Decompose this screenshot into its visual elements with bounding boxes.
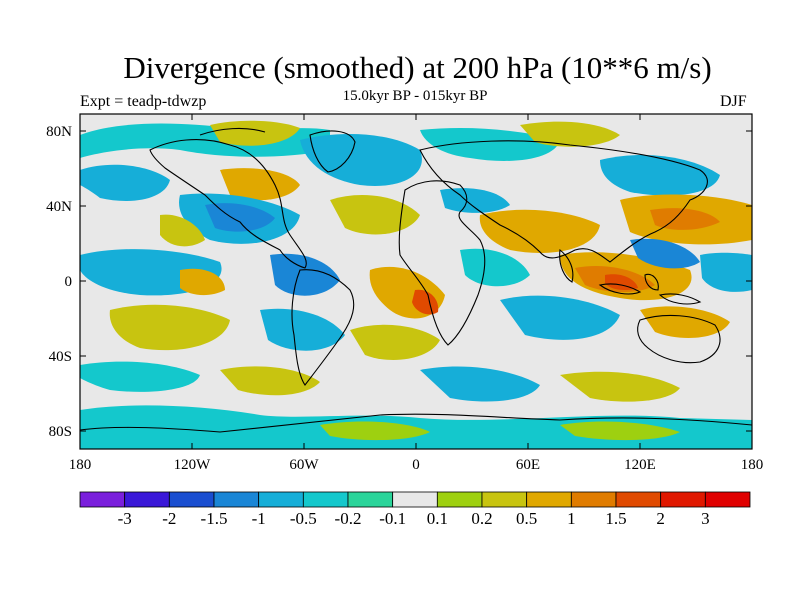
lon-label-120w: 120W <box>174 457 212 473</box>
contour-region <box>300 134 422 186</box>
colorbar-swatch <box>168 491 215 508</box>
colorbar-label: 2 <box>656 509 665 528</box>
contour-region <box>460 248 530 287</box>
contour-region <box>270 253 340 296</box>
colorbar <box>79 491 751 508</box>
contour-region <box>220 168 300 201</box>
axis-ticks <box>79 114 753 449</box>
contour-region <box>260 308 345 351</box>
divergence-field <box>80 114 752 449</box>
contour-region <box>160 214 205 247</box>
colorbar-label: 0.2 <box>471 509 492 528</box>
colorbar-swatch <box>302 491 349 508</box>
contour-region <box>605 274 638 291</box>
contour-region <box>500 295 620 340</box>
colorbar-label: -0.1 <box>379 509 406 528</box>
colorbar-label: 1 <box>567 509 576 528</box>
colorbar-swatch <box>526 491 572 508</box>
map-title: Divergence (smoothed) at 200 hPa (10**6 … <box>123 50 712 85</box>
lon-label-180e: 180 <box>741 457 764 473</box>
contour-region <box>700 252 752 292</box>
colorbar-swatch <box>213 491 260 508</box>
colorbar-swatch <box>660 491 706 508</box>
colorbar-labels: -3 -2 -1.5 -1 -0.5 -0.2 -0.1 0.1 0.2 0.5 1 1.5 2 3 <box>118 509 710 528</box>
colorbar-label: -1 <box>252 509 266 528</box>
colorbar-swatch <box>124 491 170 508</box>
contour-region <box>109 304 230 351</box>
contour-region <box>420 366 540 402</box>
contour-region <box>520 121 620 147</box>
contour-region <box>220 366 320 396</box>
colorbar-swatch <box>615 491 662 508</box>
contour-region <box>320 421 430 441</box>
lat-label-eq: 0 <box>65 274 73 290</box>
latitude-labels: 80N 40N 0 40S 80S <box>46 124 72 440</box>
lon-label-60e: 60E <box>516 457 540 473</box>
coastlines <box>80 127 752 433</box>
colorbar-swatch <box>79 491 126 508</box>
colorbar-swatch <box>392 491 438 508</box>
contour-region <box>640 306 730 338</box>
experiment-label: Expt = teadp-tdwzp <box>80 93 207 110</box>
contour-region <box>330 195 420 235</box>
contour-region <box>420 128 560 161</box>
colorbar-label: -0.5 <box>290 509 317 528</box>
colorbar-label: -3 <box>118 509 132 528</box>
lat-label-80s: 80S <box>49 424 72 440</box>
colorbar-swatch <box>704 491 751 508</box>
colorbar-label: -0.2 <box>335 509 362 528</box>
contour-region <box>80 361 200 392</box>
colorbar-label: -2 <box>162 509 176 528</box>
contour-region <box>600 155 720 196</box>
contour-region <box>560 371 680 402</box>
colorbar-swatch <box>436 491 483 508</box>
contour-region <box>205 203 275 232</box>
contour-region <box>210 120 300 146</box>
longitude-labels: 180 120W 60W 0 60E 120E 180 <box>69 457 764 473</box>
lat-label-40n: 40N <box>46 199 72 215</box>
colorbar-swatch <box>481 491 528 508</box>
contour-region <box>80 164 170 201</box>
contour-region <box>350 324 440 360</box>
lat-label-80n: 80N <box>46 124 72 140</box>
contour-region <box>479 209 600 253</box>
contour-region <box>560 421 680 441</box>
contour-region <box>180 268 225 296</box>
contour-region <box>412 289 439 315</box>
colorbar-label: 0.5 <box>516 509 537 528</box>
colorbar-label: 0.1 <box>427 509 448 528</box>
contour-region <box>630 238 700 269</box>
colorbar-label: -1.5 <box>201 509 228 528</box>
contour-region <box>440 188 510 213</box>
lat-label-40s: 40S <box>49 349 72 365</box>
lon-label-0: 0 <box>412 457 420 473</box>
colorbar-swatch <box>258 491 304 508</box>
colorbar-label: 1.5 <box>605 509 626 528</box>
colorbar-swatch <box>347 491 394 508</box>
lon-label-180w: 180 <box>69 457 92 473</box>
colorbar-label: 3 <box>701 509 710 528</box>
lon-label-60w: 60W <box>289 457 319 473</box>
colorbar-swatch <box>570 491 617 508</box>
map-subtitle: 15.0kyr BP - 015kyr BP <box>342 88 488 104</box>
season-label: DJF <box>720 93 747 110</box>
lon-label-120e: 120E <box>624 457 656 473</box>
